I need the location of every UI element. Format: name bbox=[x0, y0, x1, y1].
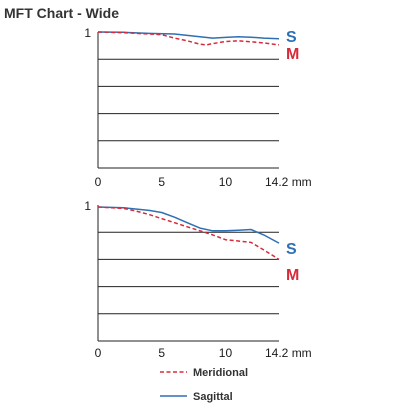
x-tick-label: 0 bbox=[95, 175, 102, 189]
x-tick-label: 5 bbox=[158, 346, 165, 360]
y-tick-label: 1 bbox=[84, 26, 91, 40]
x-tick-label: 10 bbox=[219, 346, 233, 360]
y-tick-label: 1 bbox=[84, 199, 91, 213]
page-title: MFT Chart - Wide bbox=[4, 5, 119, 21]
sagittal-legend-label: Sagittal bbox=[193, 391, 233, 403]
x-tick-label: 14.2 mm bbox=[265, 346, 312, 360]
x-tick-label: 10 bbox=[219, 175, 233, 189]
meridional-series-tag: M bbox=[286, 46, 299, 63]
sagittal-series-tag: S bbox=[286, 29, 297, 46]
x-tick-label: 0 bbox=[95, 346, 102, 360]
sagittal-series-tag: S bbox=[286, 241, 297, 258]
legend: Meridional Sagittal bbox=[160, 367, 248, 403]
meridional-series-line bbox=[97, 31, 280, 46]
meridional-legend-label: Meridional bbox=[193, 367, 248, 379]
meridional-series-line bbox=[97, 206, 280, 261]
sagittal-series-line bbox=[97, 206, 280, 244]
x-tick-label: 5 bbox=[158, 175, 165, 189]
meridional-series-tag: M bbox=[286, 267, 299, 284]
x-tick-label: 14.2 mm bbox=[265, 175, 312, 189]
